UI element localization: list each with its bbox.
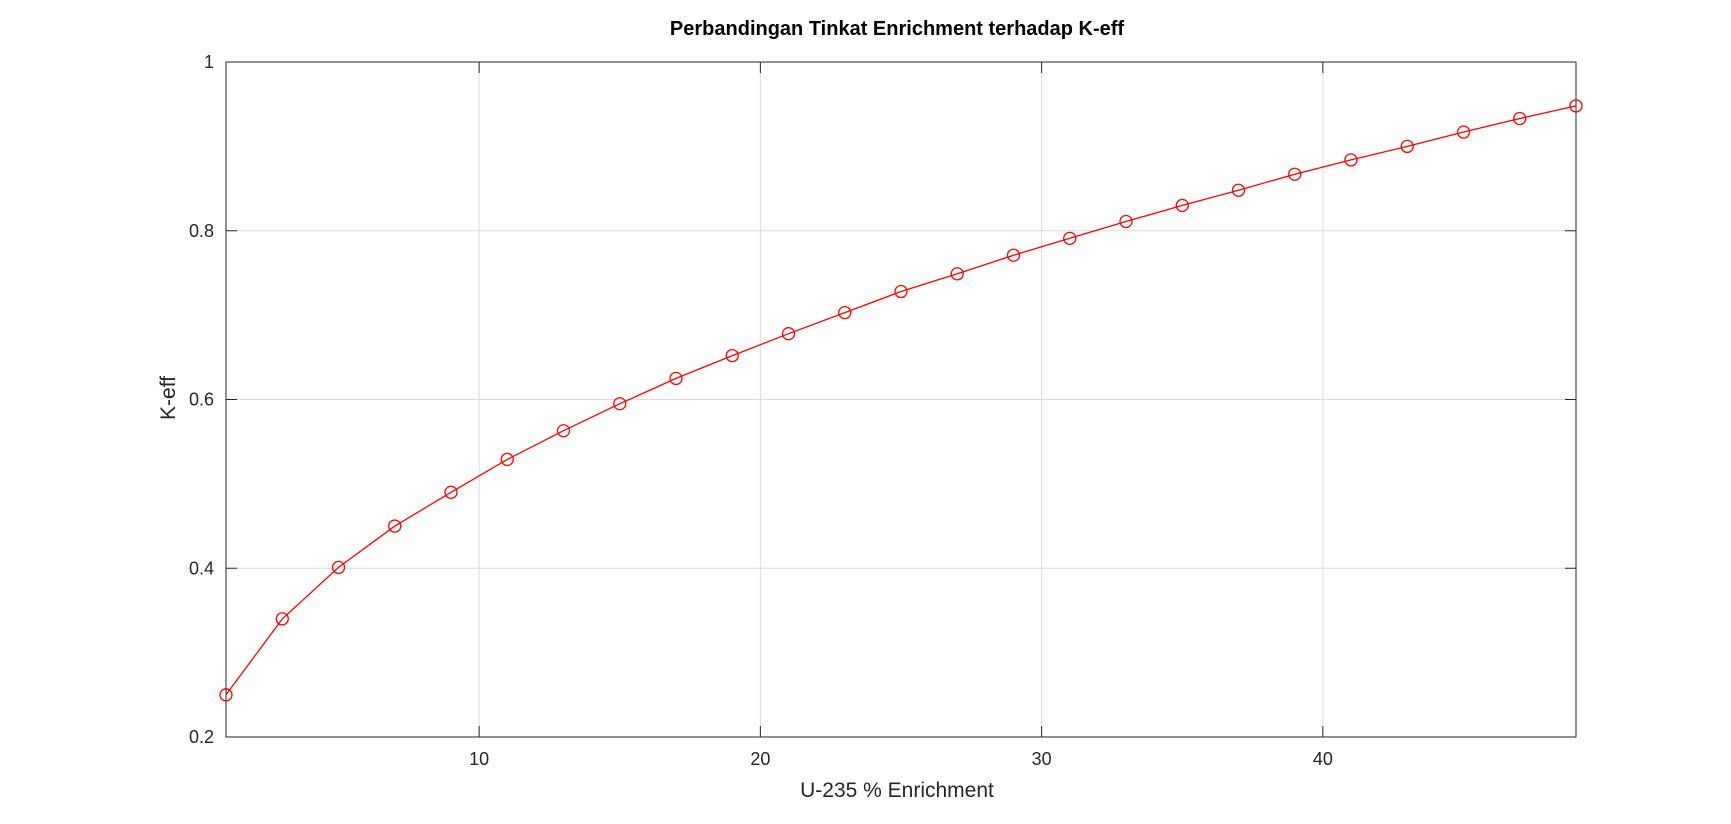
data-point-0-18	[1231, 183, 1246, 197]
data-point-0-2	[331, 560, 346, 575]
x-tick-label-2: 30	[1032, 749, 1052, 769]
y-tick-label-3: 0.8	[189, 221, 214, 241]
data-point-0-22	[1456, 125, 1471, 139]
data-point-0-12	[894, 284, 908, 299]
data-point-0-16	[1119, 214, 1133, 229]
data-point-0-20	[1344, 153, 1358, 167]
data-point-0-10	[781, 327, 796, 341]
data-point-0-15	[1063, 231, 1077, 245]
data-point-0-7	[613, 397, 627, 411]
tick-labels: 10 20 30 40 0.2 0.4 0.6 0.8 1	[189, 52, 1333, 769]
data-point-0-19	[1288, 167, 1302, 181]
series-line-0	[225, 105, 1577, 696]
y-tick-label-0: 0.2	[189, 727, 214, 747]
x-tick-label-0: 10	[469, 749, 489, 769]
y-tick-label-4: 1	[204, 52, 214, 72]
data-point-0-13	[950, 267, 964, 281]
data-point-0-1	[275, 612, 289, 626]
ticks	[226, 61, 1576, 738]
data-point-0-21	[1400, 139, 1414, 154]
data-point-0-4	[444, 485, 458, 499]
data-point-0-9	[725, 348, 739, 363]
chart-title: Perbandingan Tinkat Enrichment terhadap …	[670, 18, 1124, 40]
data-point-0-11	[838, 305, 852, 320]
data-point-0-17	[1175, 198, 1189, 213]
y-tick-label-2: 0.6	[189, 390, 214, 410]
data-point-0-14	[1006, 248, 1021, 262]
x-axis-label: U-235 % Enrichment	[800, 779, 994, 802]
grid	[226, 62, 1576, 737]
y-tick-label-1: 0.4	[189, 558, 214, 578]
data-point-0-6	[556, 424, 571, 438]
data-point-0-3	[388, 519, 402, 533]
y-axis-label: K-eff	[157, 376, 180, 420]
data-point-0-8	[669, 371, 683, 386]
series-layer	[219, 99, 1583, 702]
x-tick-label-1: 20	[750, 749, 770, 769]
x-tick-label-3: 40	[1313, 749, 1333, 769]
data-point-0-5	[500, 452, 514, 467]
data-point-0-23	[1513, 111, 1527, 126]
